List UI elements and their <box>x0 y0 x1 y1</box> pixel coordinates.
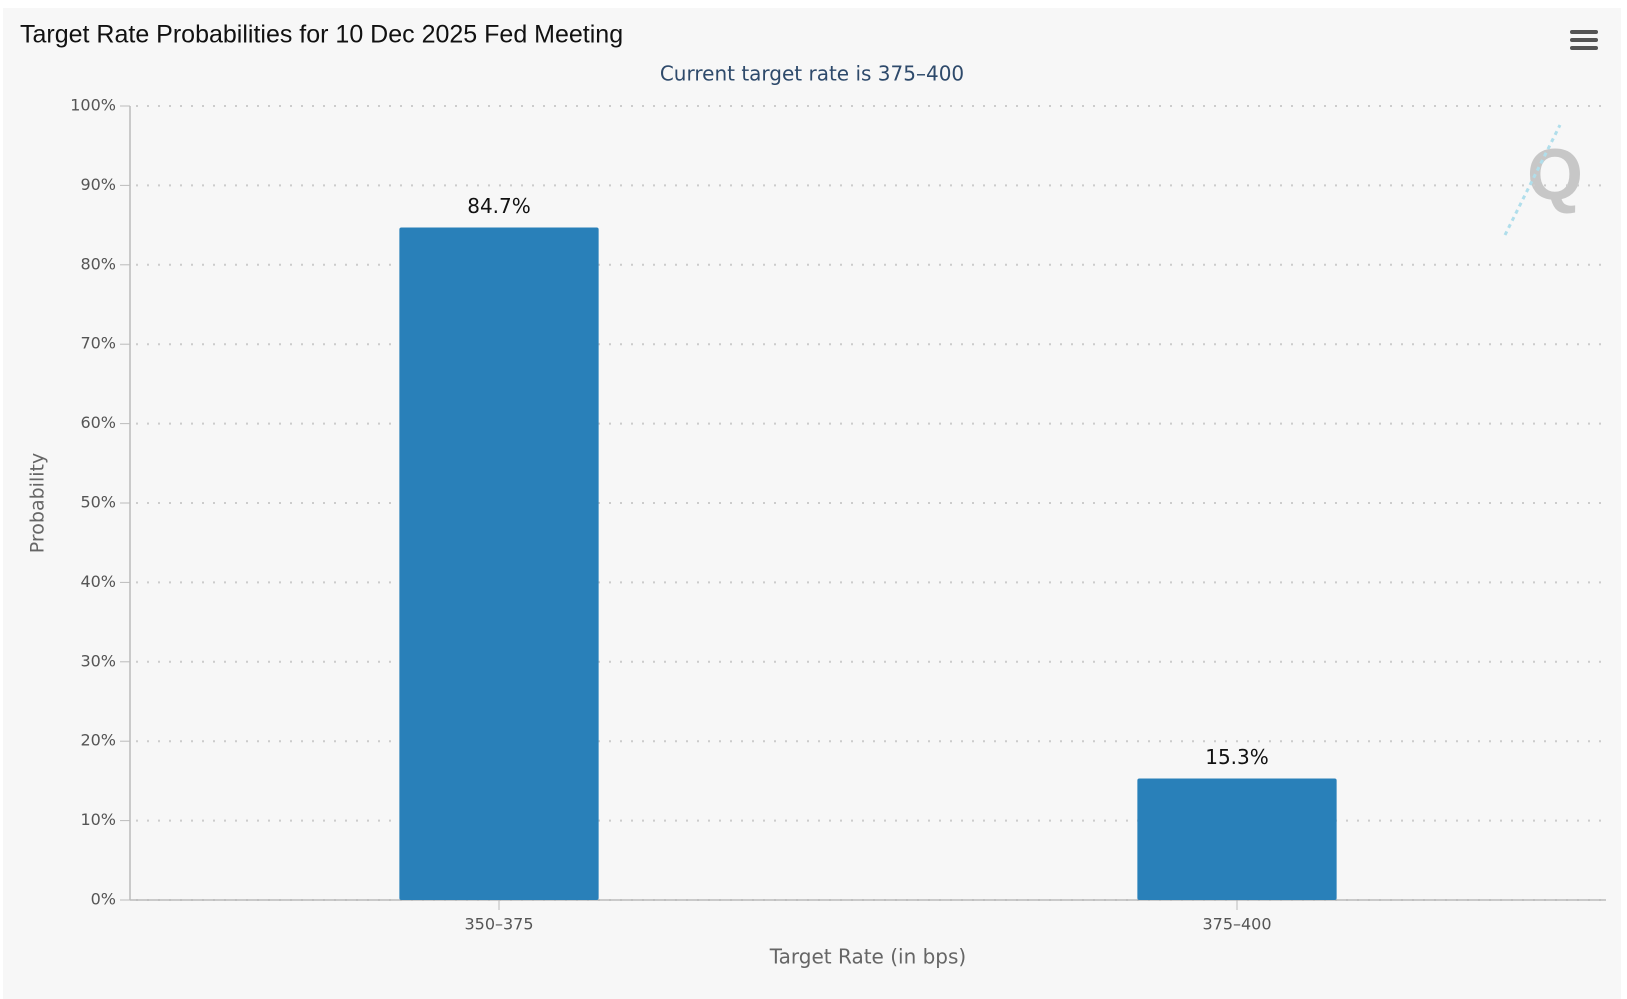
y-axis-label: Probability <box>27 453 49 553</box>
y-tick-label: 60% <box>80 413 116 432</box>
chart-subtitle: Current target rate is 375–400 <box>660 62 964 86</box>
menu-bar <box>1570 38 1598 42</box>
y-tick-label: 10% <box>80 810 116 829</box>
y-tick-label: 30% <box>80 651 116 670</box>
x-axis-label: Target Rate (in bps) <box>769 945 966 969</box>
bar <box>399 227 599 900</box>
menu-bar <box>1570 46 1598 50</box>
logo: Q <box>1503 124 1583 236</box>
x-tick-label: 350–375 <box>464 915 533 934</box>
y-tick-label: 70% <box>80 334 116 353</box>
chart-title: Target Rate Probabilities for 10 Dec 202… <box>20 21 623 49</box>
y-tick-label: 50% <box>80 493 116 512</box>
menu-button[interactable] <box>1570 30 1598 50</box>
data-label: 15.3% <box>1205 745 1269 769</box>
x-tick-label: 375–400 <box>1202 915 1271 934</box>
y-tick-label: 100% <box>70 96 116 115</box>
chart-panel <box>3 8 1621 999</box>
y-tick-label: 40% <box>80 572 116 591</box>
data-label: 84.7% <box>467 194 531 218</box>
y-tick-label: 80% <box>80 254 116 273</box>
y-tick-label: 90% <box>80 175 116 194</box>
y-tick-label: 0% <box>91 890 116 909</box>
bar <box>1137 778 1337 900</box>
y-tick-label: 20% <box>80 731 116 750</box>
menu-bar <box>1570 30 1598 34</box>
